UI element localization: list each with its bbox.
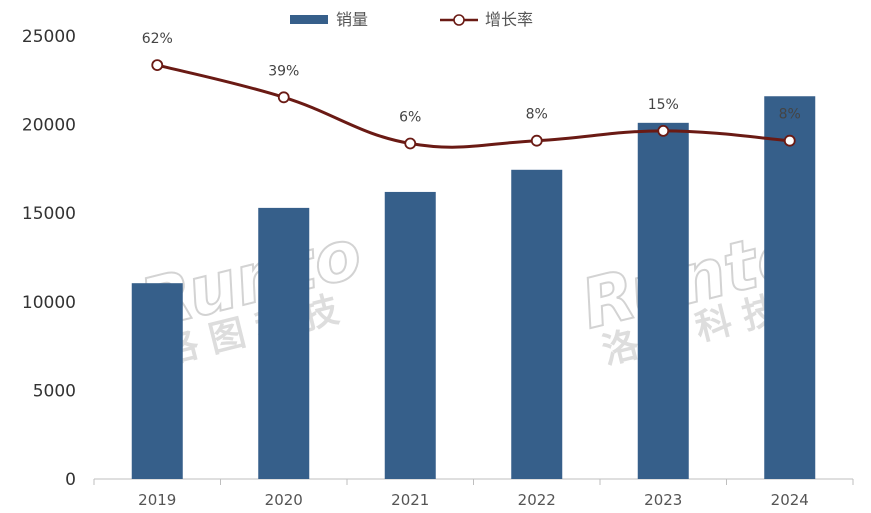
x-tick-label: 2023: [644, 491, 682, 509]
x-tick-label: 2020: [265, 491, 303, 509]
y-tick-label: 10000: [22, 293, 76, 313]
x-axis-tick-labels: 2019 2020 2021 2022 2023 2024: [138, 491, 809, 509]
bar: [131, 283, 183, 479]
growth-rate-label: 39%: [268, 63, 299, 79]
x-tick-label: 2021: [391, 491, 429, 509]
y-tick-label: 20000: [22, 116, 76, 136]
growth-rate-markers: [151, 59, 796, 150]
growth-rate-point: [783, 134, 796, 147]
growth-rate-label: 62%: [142, 31, 173, 47]
legend-line-label: 增长率: [485, 10, 533, 29]
legend-bar-swatch: [290, 15, 328, 24]
y-tick-label: 0: [65, 470, 76, 490]
legend: 销量 增长率: [290, 10, 533, 29]
growth-rate-line: [156, 63, 790, 149]
growth-rate-point: [530, 134, 543, 147]
x-tick-label: 2022: [518, 491, 556, 509]
growth-rate-point: [277, 91, 290, 104]
legend-line-marker: [453, 14, 465, 26]
y-tick-label: 25000: [22, 27, 76, 47]
x-tick-label: 2019: [138, 491, 176, 509]
bar-series: [131, 96, 816, 480]
growth-rate-label: 8%: [526, 107, 548, 123]
bar: [258, 207, 310, 479]
bar: [384, 191, 436, 479]
growth-rate-label: 8%: [779, 107, 801, 123]
bar: [637, 122, 689, 479]
bar: [764, 96, 816, 480]
growth-rate-label: 15%: [648, 97, 679, 113]
growth-rate-point: [151, 59, 164, 71]
x-axis-tick-marks: [93, 479, 854, 485]
y-tick-label: 15000: [22, 204, 76, 224]
y-tick-label: 5000: [33, 381, 76, 401]
bar: [511, 169, 563, 479]
growth-rate-data-labels: 62% 39% 6% 8% 15% 8%: [142, 31, 801, 125]
growth-rate-point: [404, 137, 417, 150]
x-tick-label: 2024: [771, 491, 809, 509]
legend-bar-label: 销量: [336, 10, 368, 29]
y-axis-tick-labels: 0 5000 10000 15000 20000 25000: [22, 27, 76, 490]
growth-rate-label: 6%: [399, 110, 421, 126]
growth-rate-point: [657, 124, 670, 137]
